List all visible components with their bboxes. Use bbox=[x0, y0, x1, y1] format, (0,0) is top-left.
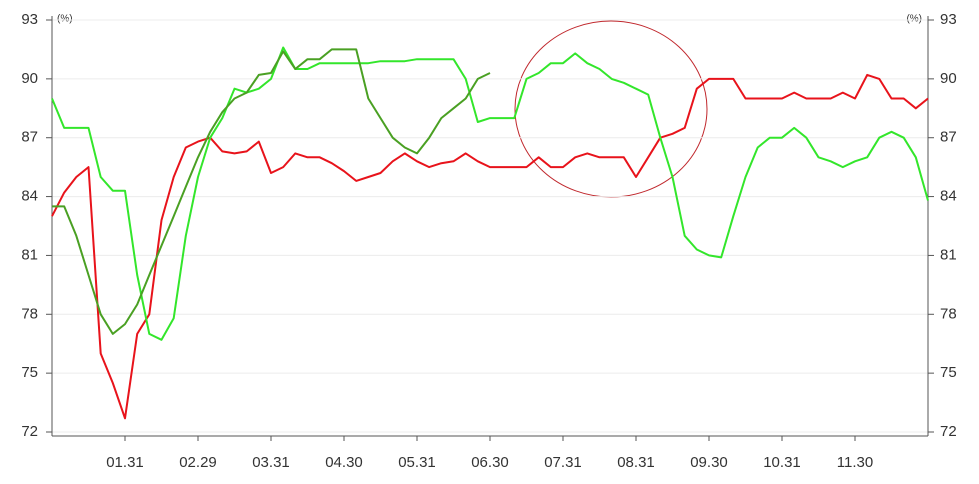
y2-unit: (%) bbox=[906, 14, 922, 25]
y2-tick-label: 72 bbox=[940, 423, 957, 440]
line-series bbox=[52, 48, 491, 335]
y-tick-label: 90 bbox=[21, 70, 38, 87]
y2-tick-label: 87 bbox=[940, 129, 957, 146]
y-tick-label: 84 bbox=[21, 188, 38, 205]
y-tick-label: 87 bbox=[21, 129, 38, 146]
y2-tick-label: 78 bbox=[940, 305, 957, 322]
line-series bbox=[51, 46, 929, 341]
y-tick-label: 93 bbox=[21, 11, 38, 28]
x-tick-label: 08.31 bbox=[617, 454, 655, 471]
line-series bbox=[51, 73, 929, 420]
y-tick-label: 72 bbox=[21, 423, 38, 440]
x-tick-label: 07.31 bbox=[544, 454, 582, 471]
x-tick-label: 05.31 bbox=[398, 454, 436, 471]
y-tick-label: 75 bbox=[21, 364, 38, 381]
y2-tick-label: 93 bbox=[940, 11, 957, 28]
x-tick-label: 03.31 bbox=[252, 454, 290, 471]
y-unit: (%) bbox=[57, 14, 73, 25]
x-tick-label: 01.31 bbox=[106, 454, 144, 471]
y-tick-label: 78 bbox=[21, 305, 38, 322]
y2-tick-label: 81 bbox=[940, 246, 957, 263]
x-tick-label: 11.30 bbox=[837, 454, 873, 471]
x-tick-label: 09.30 bbox=[690, 454, 728, 471]
x-tick-label: 04.30 bbox=[325, 454, 363, 471]
y2-tick-label: 90 bbox=[940, 70, 957, 87]
x-tick-label: 06.30 bbox=[471, 454, 509, 471]
y2-tick-label: 84 bbox=[940, 188, 957, 205]
highlight-circle bbox=[514, 20, 708, 198]
x-tick-label: 02.29 bbox=[179, 454, 217, 471]
y2-tick-label: 75 bbox=[940, 364, 957, 381]
x-tick-label: 10.31 bbox=[763, 454, 801, 471]
y-tick-label: 81 bbox=[21, 246, 38, 263]
